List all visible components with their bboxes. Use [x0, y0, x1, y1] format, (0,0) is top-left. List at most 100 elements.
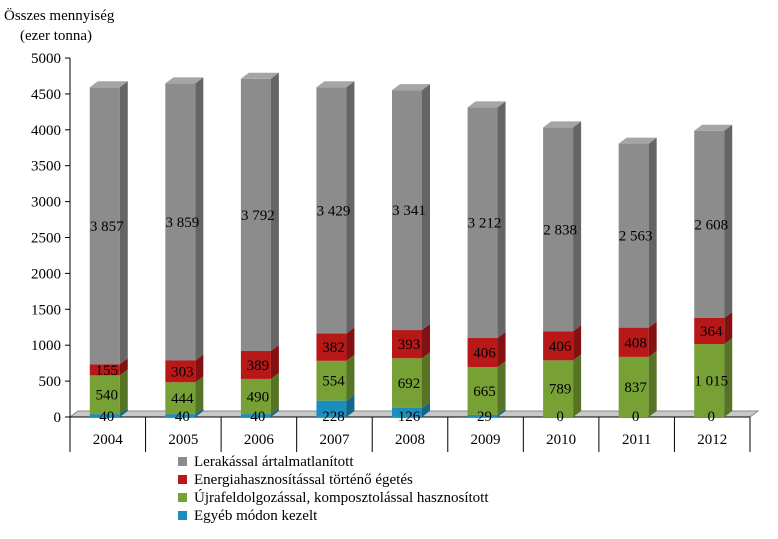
data-label: 303: [171, 364, 194, 380]
x-tick-label: 2006: [244, 432, 275, 448]
bar-segment-side: [119, 369, 128, 415]
bar-segment-side: [573, 121, 582, 332]
bar-segment: [165, 360, 196, 383]
data-label: 393: [398, 337, 421, 353]
x-tick-label: 2010: [546, 432, 576, 448]
data-label: 40: [250, 409, 265, 425]
bar-segment: [392, 330, 422, 359]
legend-label: Lerakással ártalmatlanított: [194, 454, 354, 470]
data-label: 228: [322, 409, 345, 425]
x-tick-label: 2008: [395, 432, 425, 448]
bar-segment: [316, 87, 347, 334]
bar-segment: [89, 375, 120, 415]
bar-segment-side: [497, 361, 506, 415]
bar-segment-side: [119, 81, 128, 365]
bar-segment: [543, 127, 574, 332]
bar-segment-side: [648, 137, 657, 328]
data-label: 2 608: [694, 217, 728, 233]
bar-top-face: [543, 121, 582, 128]
bar-segment: [467, 338, 498, 368]
data-label: 0: [556, 409, 564, 425]
data-label: 3 792: [241, 208, 275, 224]
data-label: 126: [398, 409, 421, 425]
y-tick-label: 0: [54, 410, 62, 426]
x-tick-label: 2012: [697, 432, 727, 448]
x-tick-label: 2005: [168, 432, 198, 448]
bar-segment: [543, 360, 574, 417]
data-label: 665: [473, 384, 496, 400]
y-tick-label: 4500: [31, 87, 61, 103]
legend-label: Újrafeldolgozással, komposztolással hasz…: [194, 489, 489, 506]
data-labels-layer: 40 540 155 3 857 40 444 303 3 859 40 490 389 3 792 2…: [90, 203, 728, 425]
legend: Lerakással ártalmatlanított Energiahaszno…: [178, 454, 489, 524]
data-label: 3 857: [90, 219, 124, 235]
bar-top-face: [89, 81, 128, 88]
bar-segment: [694, 344, 725, 417]
bar-segment-side: [270, 345, 279, 379]
bar-segment: [618, 143, 649, 328]
bar-segment: [165, 382, 196, 415]
legend-label: Energiahasznosítással történő égetés: [194, 472, 413, 488]
bars-layer: [89, 72, 733, 417]
legend-swatch: [178, 493, 187, 502]
bar-segment-side: [422, 324, 430, 359]
data-label: 0: [707, 409, 715, 425]
bar-segment-side: [270, 72, 279, 352]
data-label: 155: [96, 363, 119, 379]
data-label: 40: [175, 409, 190, 425]
data-label: 837: [624, 380, 647, 396]
data-label: 406: [473, 346, 496, 362]
data-label: 406: [549, 339, 572, 355]
legend-swatch: [178, 475, 187, 484]
bar-segment-side: [422, 401, 430, 417]
legend-swatch: [178, 511, 187, 520]
data-label: 40: [99, 409, 114, 425]
x-tick-label: 2011: [622, 432, 651, 448]
bar-segment-side: [346, 327, 355, 361]
data-label: 789: [549, 382, 572, 398]
data-label: 2 838: [543, 222, 577, 238]
bar-segment-side: [270, 372, 279, 415]
bar-segment: [89, 414, 120, 417]
y-axis-title-line-2: (ezer tonna): [20, 28, 92, 44]
data-label: 3 212: [468, 216, 502, 232]
bar-segment: [165, 83, 196, 361]
bar-segment-side: [648, 350, 657, 417]
y-tick-label: 2500: [31, 231, 61, 247]
bar-segment-side: [724, 311, 733, 345]
bar-segment: [694, 317, 725, 345]
bar-top-face: [240, 72, 279, 79]
bar-segment-side: [195, 376, 204, 415]
y-tick-label: 4000: [31, 123, 61, 139]
y-tick-label: 3500: [31, 159, 61, 175]
data-label: 2 563: [619, 229, 653, 245]
bar-segment: [316, 400, 347, 417]
bar-segment: [240, 414, 271, 417]
bar-segment-side: [346, 354, 355, 401]
data-label: 490: [247, 390, 270, 406]
bar-top-face: [316, 81, 355, 88]
data-label: 389: [247, 358, 270, 374]
data-label: 1 015: [694, 374, 728, 390]
bar-segment: [618, 356, 649, 417]
bar-segment-side: [195, 354, 204, 383]
bar-segment: [316, 360, 347, 401]
data-label: 364: [700, 324, 723, 340]
x-tick-label: 2004: [93, 432, 124, 448]
bar-segment-side: [346, 394, 355, 417]
bar-top-face: [618, 137, 657, 144]
bar-segment-side: [497, 408, 506, 417]
bar-segment: [467, 107, 498, 339]
x-tick-label: 2009: [471, 432, 501, 448]
bar-segment: [165, 414, 196, 417]
data-label: 382: [322, 340, 345, 356]
legend-label: Egyéb módon kezelt: [194, 508, 318, 524]
bar-segment-side: [724, 124, 733, 318]
bar-segment: [240, 351, 271, 379]
bar-segment-side: [270, 408, 279, 417]
y-tick-label: 3000: [31, 195, 61, 211]
bar-top-face: [694, 124, 733, 131]
bar-segment-side: [346, 81, 355, 334]
bar-segment: [694, 130, 725, 318]
